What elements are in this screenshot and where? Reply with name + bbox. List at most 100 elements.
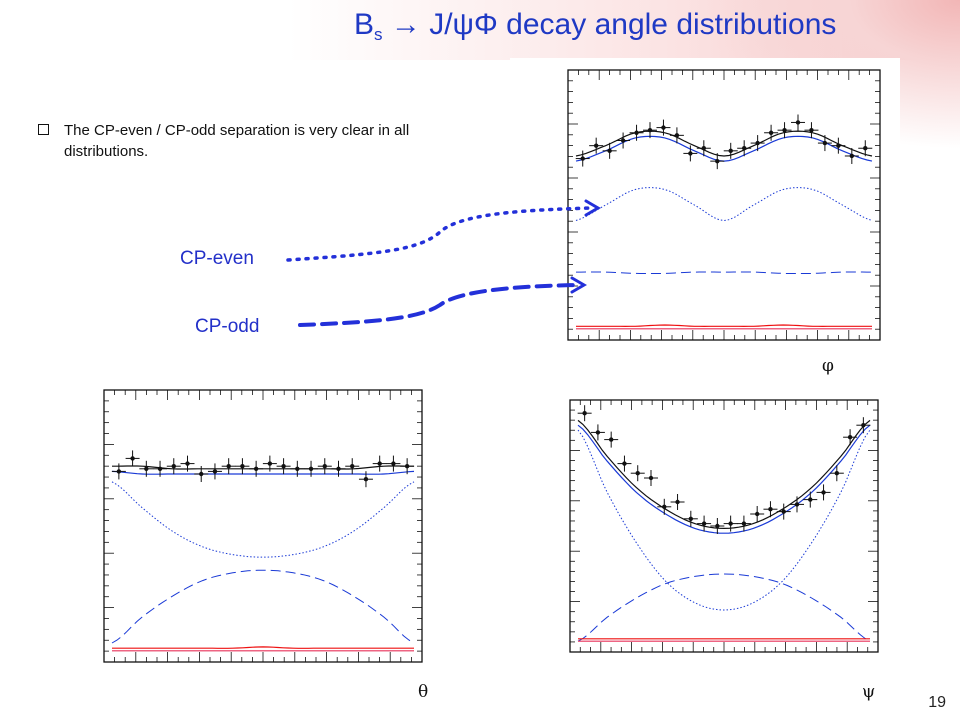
panel-psi: ψ — [510, 390, 900, 712]
point-marker — [253, 466, 259, 471]
point-marker — [768, 507, 773, 512]
point-marker — [754, 511, 760, 517]
point-marker — [185, 461, 190, 466]
data-point — [723, 142, 738, 159]
point-marker — [728, 148, 733, 154]
slide-title: Bs → J/ψΦ decay angle distributions — [354, 8, 836, 45]
title-rest: J/ψΦ decay angle distributions — [420, 8, 837, 41]
point-marker — [240, 464, 245, 469]
data-point — [358, 471, 373, 488]
point-marker — [861, 423, 866, 428]
data-point — [750, 135, 765, 152]
data-point — [372, 455, 387, 472]
curve-dashed-blue — [111, 569, 415, 644]
point-marker — [715, 523, 720, 529]
title-subscript: s — [374, 25, 383, 44]
data-point — [683, 510, 698, 527]
data-point — [400, 458, 415, 475]
data-point — [317, 458, 332, 475]
curve-dotted-blue — [575, 187, 873, 222]
point-marker — [781, 509, 786, 514]
data-point — [710, 153, 725, 170]
data-point — [249, 460, 264, 477]
data-point — [776, 503, 791, 520]
data-point — [345, 458, 360, 475]
data-point — [736, 515, 751, 532]
point-marker — [794, 502, 800, 507]
data-point — [125, 450, 140, 467]
data-point — [111, 463, 126, 480]
data-point — [577, 405, 592, 422]
label-cp-odd: CP-odd — [195, 316, 260, 337]
point-marker — [363, 477, 369, 482]
data-point — [723, 515, 738, 532]
curve-solid-red — [112, 646, 414, 649]
axis-label-theta: θ — [418, 682, 429, 702]
point-marker — [822, 140, 828, 146]
point-marker — [595, 430, 601, 435]
point-marker — [226, 464, 231, 469]
data-point — [777, 122, 792, 139]
point-marker — [308, 466, 314, 471]
data-point — [194, 466, 209, 482]
data-point — [276, 458, 291, 475]
point-marker — [377, 461, 382, 466]
data-point — [602, 142, 617, 159]
data-point — [656, 119, 671, 136]
curve-solid-blue — [111, 470, 415, 475]
data-point — [829, 465, 844, 482]
data-point — [710, 518, 725, 534]
point-marker — [336, 466, 341, 471]
data-point — [207, 463, 222, 480]
data-point — [221, 458, 236, 475]
point-marker — [795, 120, 801, 125]
point-marker — [267, 461, 273, 466]
point-marker — [688, 516, 694, 521]
data-point — [644, 470, 658, 486]
label-cp-even: CP-even — [180, 248, 254, 269]
point-marker — [741, 146, 747, 151]
data-point — [763, 501, 778, 518]
curve-dashed-blue — [576, 271, 872, 274]
data-point — [831, 137, 846, 154]
data-point — [304, 460, 319, 477]
data-point — [764, 124, 779, 141]
point-marker — [608, 437, 614, 442]
curve-dotted-blue — [577, 429, 871, 611]
point-marker — [580, 156, 585, 161]
page-number: 19 — [928, 694, 946, 711]
point-marker — [675, 499, 680, 505]
point-marker — [728, 521, 733, 526]
point-marker — [322, 464, 327, 469]
point-marker — [634, 130, 639, 135]
point-marker — [391, 461, 396, 466]
point-marker — [130, 456, 135, 461]
bullet-item: The CP-even / CP-odd separation is very … — [38, 120, 478, 162]
data-point — [670, 494, 685, 510]
data-point — [604, 431, 619, 448]
data-point — [290, 460, 305, 477]
curve-solid-black — [577, 419, 871, 530]
point-marker — [404, 464, 410, 469]
point-marker — [350, 464, 355, 469]
point-marker — [715, 158, 720, 164]
data-point — [575, 150, 590, 167]
data-point — [790, 496, 804, 513]
curve-solid-blue — [577, 424, 871, 534]
data-point — [262, 455, 277, 472]
plot-frame — [567, 69, 881, 341]
data-point — [858, 140, 873, 157]
axis-label-phi: φ — [822, 356, 834, 376]
data-point — [153, 460, 168, 477]
data-point — [139, 460, 154, 477]
curve-dashed-blue — [577, 573, 871, 642]
point-marker — [620, 138, 626, 143]
data-point — [804, 122, 819, 139]
chart-phi — [567, 69, 881, 341]
point-marker — [701, 521, 707, 526]
data-point — [643, 122, 657, 139]
data-point — [657, 498, 672, 515]
curve-solid-red — [576, 324, 872, 328]
point-marker — [199, 471, 204, 477]
data-point — [856, 417, 871, 434]
